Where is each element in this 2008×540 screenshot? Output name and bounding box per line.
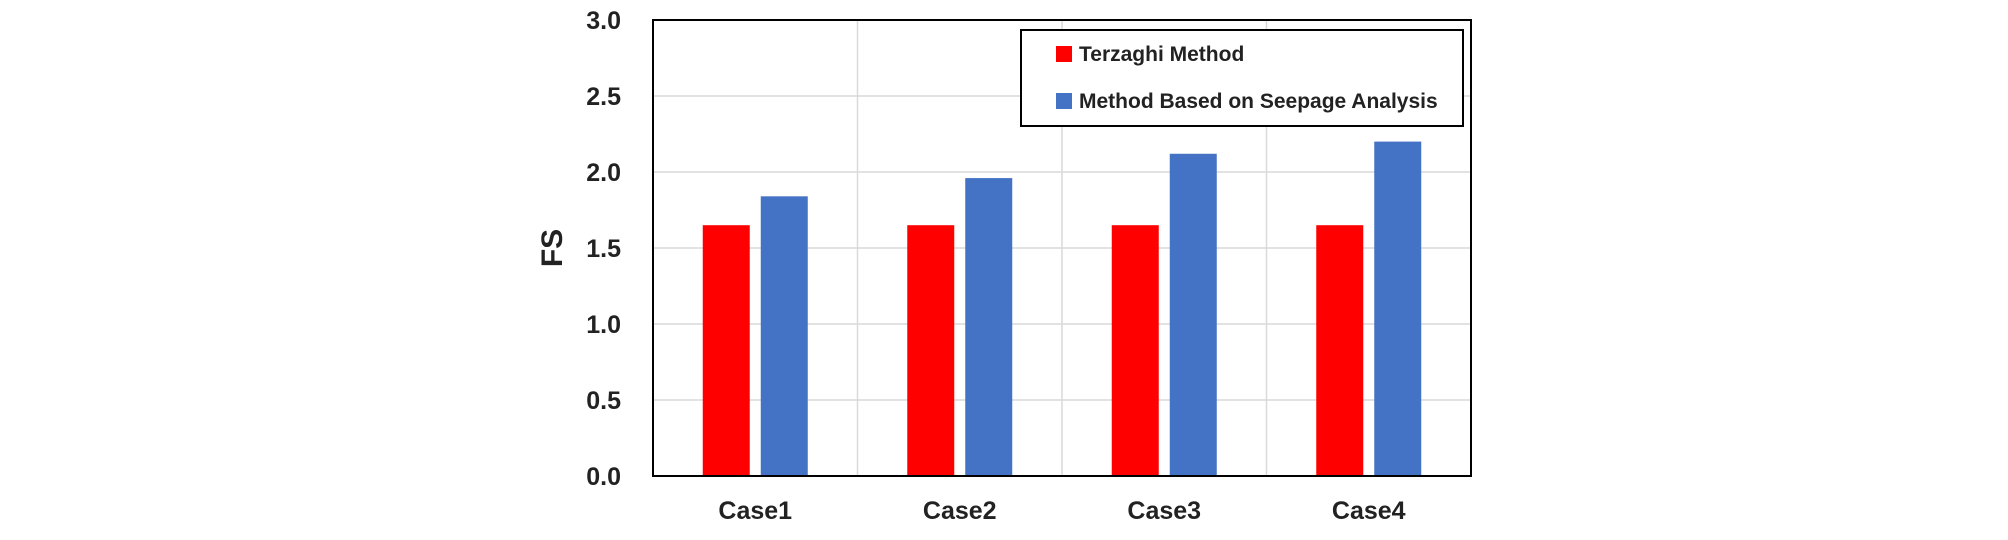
bar-case1-series-1 (702, 225, 750, 476)
y-tick-label: 2.0 (586, 159, 621, 187)
y-tick-label: 0.5 (586, 387, 621, 415)
legend: Terzaghi Method Method Based on Seepage A… (1020, 29, 1464, 127)
legend-items: Terzaghi Method Method Based on Seepage A… (1056, 43, 1438, 113)
y-tick-labels: 0.0 0.5 1.0 1.5 2.0 2.5 3.0 (586, 7, 621, 491)
y-tick-label: 3.0 (586, 7, 621, 35)
x-tick-label: Case4 (1332, 497, 1406, 525)
x-tick-label: Case3 (1127, 497, 1201, 525)
y-tick-label: 0.0 (586, 463, 621, 491)
bars (702, 141, 1422, 476)
x-tick-label: Case2 (923, 497, 997, 525)
y-tick-label: 1.5 (586, 235, 621, 263)
y-axis-title: FS (536, 229, 569, 267)
legend-swatch (1056, 93, 1072, 109)
legend-label: Terzaghi Method (1079, 43, 1244, 66)
bar-case4-series-1 (1316, 225, 1364, 476)
y-tick-label: 1.0 (586, 311, 621, 339)
bar-case4-series-2 (1374, 141, 1422, 476)
bar-case1-series-2 (760, 196, 808, 476)
legend-swatch (1056, 46, 1072, 62)
legend-label: Method Based on Seepage Analysis (1079, 90, 1438, 113)
bar-case3-series-1 (1111, 225, 1159, 476)
bar-case2-series-1 (907, 225, 955, 476)
x-tick-label: Case1 (718, 497, 792, 525)
y-tick-label: 2.5 (586, 83, 621, 111)
bar-case3-series-2 (1169, 153, 1217, 476)
legend-box (1020, 29, 1464, 127)
plot-frame (652, 19, 1472, 477)
x-tick-labels: Case1 Case2 Case3 Case4 (718, 497, 1405, 525)
bar-case2-series-2 (965, 178, 1013, 476)
